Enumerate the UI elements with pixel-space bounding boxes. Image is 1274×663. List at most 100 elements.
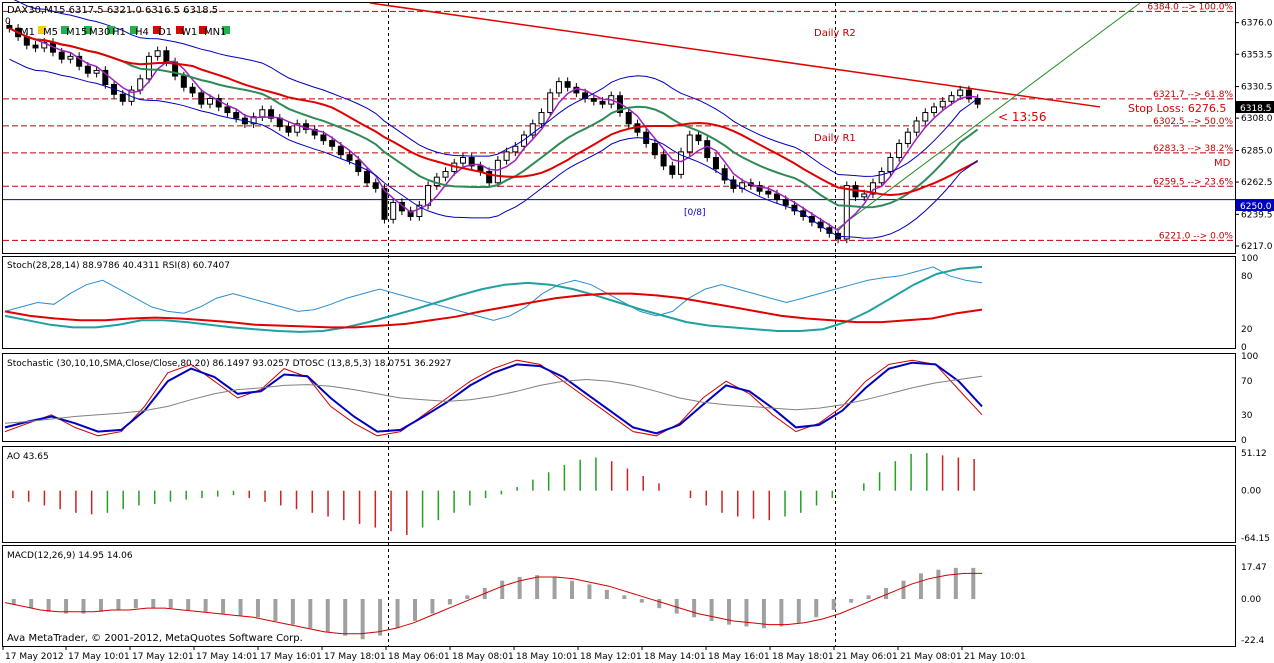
copyright-text: Ava MetaTrader, © 2001-2012, MetaQuotes … (7, 633, 303, 644)
daily-r2-label: Daily R2 (814, 28, 856, 39)
candle-body (817, 221, 824, 229)
candle-body (154, 50, 161, 57)
slow-ma-line (8, 27, 979, 197)
candle-body (294, 123, 301, 133)
y-tick-label: 70 (1241, 377, 1253, 387)
candle-body (965, 89, 972, 100)
candle-body (364, 171, 371, 184)
tf-label-h1: H1 (112, 27, 126, 38)
price-pane-title: DAX30,M15 6317.5 6321.0 6316.5 6318.5 (7, 5, 218, 16)
level-price-text: 6250.0 (1240, 202, 1272, 212)
zero-label: 0 (5, 17, 11, 27)
candle-body (756, 185, 763, 192)
candle-body (695, 134, 702, 142)
candle-body (826, 227, 833, 234)
x-tick-label: 17 May 2012 (5, 652, 64, 662)
candle-body (774, 193, 781, 201)
stoch-rsi-pane[interactable] (2, 256, 1236, 349)
candle-body (346, 154, 353, 161)
fib-label: 6302.5 --> 50.0% (1153, 117, 1233, 127)
price-layer (3, 0, 1235, 244)
day-separators (388, 3, 836, 646)
x-tick-label: 17 May 10:01 (68, 652, 130, 662)
y-tick-label: 6239.5 (1241, 210, 1273, 220)
candle-body (145, 55, 152, 80)
candle-body (250, 116, 257, 125)
candle-body (76, 55, 83, 67)
x-tick-label: 18 May 18:01 (772, 652, 834, 662)
candle-body (32, 44, 39, 49)
tf-marker-d1 (176, 26, 184, 34)
candle-body (494, 159, 501, 184)
candle-body (329, 140, 336, 147)
x-tick-label: 18 May 10:01 (516, 652, 578, 662)
candle-body (206, 98, 213, 105)
candle-body (285, 126, 292, 133)
price-pane[interactable] (2, 2, 1236, 254)
macd-title: MACD(12,26,9) 14.95 14.06 (7, 551, 133, 561)
candle-body (119, 93, 126, 102)
candle-body (939, 100, 946, 108)
tf-label-w1: W1 (181, 27, 197, 38)
current-price-text: 6318.5 (1240, 104, 1272, 114)
candle-body (337, 145, 344, 156)
y-axis: 6376.0 6353.5 6330.5 6308.0 6285.0 6262.5 6239… (1235, 19, 1273, 252)
candle-body (268, 109, 275, 119)
tf-marker-w1 (199, 26, 207, 34)
y-tick-label: 100 (1241, 254, 1258, 264)
tf-marker-mn1 (222, 26, 230, 34)
downtrend-line (369, 2, 1101, 108)
candle-body (599, 100, 606, 105)
md-label: MD (1214, 158, 1231, 169)
ao-pane[interactable] (2, 446, 1236, 543)
candle-body (407, 210, 414, 217)
stochastic-pane[interactable] (2, 353, 1236, 442)
candle-body (529, 123, 536, 136)
x-tick-label: 21 May 08:01 (900, 652, 962, 662)
x-tick-label: 17 May 12:01 (132, 652, 194, 662)
candle-body (547, 92, 554, 114)
candle-body (58, 51, 65, 60)
candle-body (459, 156, 466, 164)
tf-label-d1: D1 (158, 27, 172, 38)
stoch-rsi-title: Stoch(28,28,14) 88.9786 40.4311 RSI(8) 6… (7, 261, 230, 271)
macd-signal-line (4, 572, 982, 635)
macd-layer: 17.47 0.00 -22.4 (4, 563, 1267, 646)
series-line-dtosc (4, 375, 983, 424)
candle-body (686, 134, 693, 153)
y-tick-label: 6308.0 (1241, 114, 1273, 124)
tf-label-m30: M30 (89, 27, 110, 38)
tf-label-m1: M1 (20, 27, 35, 38)
series-line-stoch-main (4, 265, 983, 333)
candle-body (922, 112, 929, 122)
candle-body (189, 86, 196, 94)
y-tick-label: 17.47 (1241, 563, 1267, 573)
candle-body (765, 190, 772, 195)
level-price-tag: 6250.0 (1236, 199, 1274, 212)
x-tick-label: 17 May 18:01 (324, 652, 386, 662)
pane-frames (2, 2, 1236, 647)
upper-band-line (13, 0, 978, 177)
candle-body (931, 106, 938, 114)
y-tick-label: 6217.0 (1241, 242, 1273, 252)
x-tick-label: 21 May 10:01 (964, 652, 1026, 662)
y-tick-label: -22.4 (1241, 636, 1265, 646)
y-tick-label: 6376.0 (1241, 19, 1273, 29)
candle-body (84, 65, 91, 74)
tf-label-m5: M5 (43, 27, 58, 38)
series-line-stoch-main (4, 359, 983, 437)
timer-label: < 13:56 (998, 110, 1046, 124)
y-tick-label: 6262.5 (1241, 178, 1273, 188)
candle-body (669, 165, 676, 175)
y-tick-label: 6285.0 (1241, 146, 1273, 156)
candle-body (163, 50, 170, 63)
tf-marker-m15 (84, 26, 92, 34)
macd-pane[interactable] (2, 545, 1236, 647)
candle-body (276, 117, 283, 128)
candle-body (887, 156, 894, 173)
x-tick-label: 18 May 08:01 (452, 652, 514, 662)
candle-body (878, 171, 885, 184)
candle-body (974, 98, 981, 105)
